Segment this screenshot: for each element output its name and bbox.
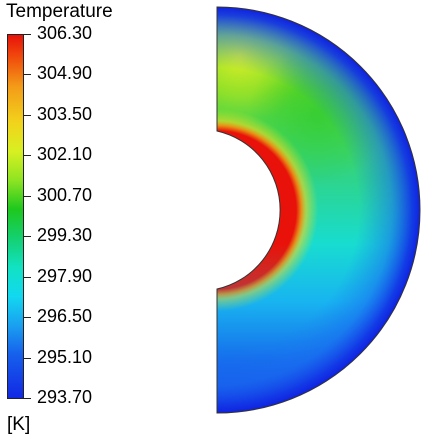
colorbar-tick [24, 317, 31, 318]
colorbar-tick-label: 306.30 [37, 23, 93, 43]
inner-wall-hot-layer [217, 7, 420, 413]
colorbar-tick-label: 303.50 [37, 104, 93, 124]
colorbar-tick-label: 299.30 [37, 225, 93, 245]
colorbar-tick [24, 277, 31, 278]
domain-outline [216, 6, 421, 414]
legend-units: [K] [7, 414, 31, 435]
colorbar-tick [24, 236, 31, 237]
colorbar-tick [24, 358, 31, 359]
colorbar-tick-label: 296.50 [37, 306, 93, 326]
colorbar-tick [24, 115, 31, 116]
temperature-contour-plot [216, 6, 421, 414]
colorbar-tick-label: 297.90 [37, 266, 93, 286]
colorbar-tick [24, 196, 31, 197]
colorbar-tick [24, 398, 31, 399]
colorbar-tick-label: 295.10 [37, 347, 93, 367]
legend-title: Temperature [6, 1, 113, 22]
colorbar-tick [24, 34, 31, 35]
colorbar-tick-label: 293.70 [37, 387, 93, 407]
colorbar-tick [24, 155, 31, 156]
colorbar-tick-label: 302.10 [37, 144, 93, 164]
colorbar [7, 34, 24, 399]
colorbar-tick [24, 74, 31, 75]
colorbar-tick-label: 300.70 [37, 185, 93, 205]
colorbar-tick-label: 304.90 [37, 63, 93, 83]
